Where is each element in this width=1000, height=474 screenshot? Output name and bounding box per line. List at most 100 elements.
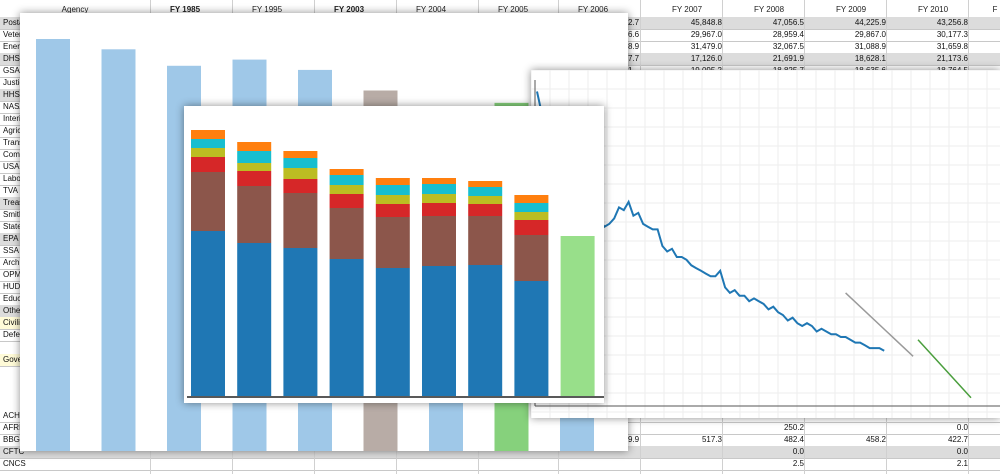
stacked-bar-segment [283, 158, 318, 168]
stacked-bar-segment [283, 168, 318, 179]
stacked-bar-segment [422, 216, 456, 266]
table-row: CNCS 2.5 2.1 [0, 458, 1000, 471]
stacked-bar-segment [375, 178, 410, 185]
row-label: Agric [3, 126, 22, 135]
row-label: State [3, 222, 22, 231]
cell-fy2008: 21,691.9 [772, 54, 804, 63]
stacked-bar-segment [514, 235, 549, 281]
cell-fy2007: 17,126.0 [690, 54, 722, 63]
cell-fy2007: 29,967.0 [690, 30, 722, 39]
row-label: ACHI [3, 411, 23, 420]
row-label: Energ [3, 42, 25, 51]
stacked-bar-segment [514, 281, 549, 396]
cell-fy2007: 45,848.8 [690, 18, 722, 27]
cell-fy2010: 422.7 [947, 435, 968, 444]
cell-fy2010: 2.1 [956, 459, 968, 468]
cell-fy2010: 31,659.8 [936, 42, 968, 51]
stacked-bar-segment [422, 194, 456, 203]
stacked-bar-segment [422, 178, 456, 184]
col-header-fy2006: FY 2006 [577, 5, 609, 14]
stacked-bar-segment [283, 151, 318, 158]
stacked-bar-segment [375, 204, 410, 217]
cell-fy2006-fragment: 6.6 [628, 30, 640, 39]
cell-fy2008: 47,056.5 [772, 18, 804, 27]
row-label: NASA [3, 102, 25, 111]
row-label: Veter [3, 30, 22, 39]
bar [36, 39, 70, 451]
row-label: Civilia [3, 318, 25, 327]
row-label: Treas [3, 198, 24, 207]
stacked-bar-segment [237, 142, 272, 151]
projection-line [917, 339, 972, 399]
row-label: TVA [3, 186, 18, 195]
cell-fy2009: 18,628.1 [854, 54, 886, 63]
cell-fy2010: 30,177.3 [936, 30, 968, 39]
row-label: CNCS [3, 459, 26, 468]
col-header-fy2007: FY 2007 [671, 5, 703, 14]
stacked-bar-segment [283, 179, 318, 193]
stacked-bar-segment [468, 204, 503, 216]
row-label: SSA [3, 246, 20, 255]
stacked-bar-segment [191, 139, 225, 148]
cell-fy2008: 482.4 [783, 435, 804, 444]
cell-fy2010: 43,256.8 [936, 18, 968, 27]
stacked-bar-segment [560, 236, 595, 396]
gov-label: Gove [3, 355, 23, 364]
stacked-bar-segment [329, 175, 364, 185]
cell-fy2009: 458.2 [865, 435, 886, 444]
col-header-fy2010: FY 2010 [917, 5, 949, 14]
col-header-agency: Agency [61, 5, 89, 14]
row-label: OPM [3, 270, 22, 279]
row-label: BBG [3, 435, 20, 444]
stacked-bar-segment [329, 259, 364, 396]
row-label: Smith [3, 210, 24, 219]
stacked-bar-segment [468, 181, 503, 187]
cell-fy2009: 31,088.9 [854, 42, 886, 51]
stacked-bar-chart [187, 130, 604, 398]
row-label: GSA [3, 66, 20, 75]
row-label: AFRI [3, 423, 22, 432]
stacked-bar-segment [514, 212, 549, 220]
row-label: Posta [3, 18, 24, 27]
stacked-bar-segment [329, 208, 364, 259]
stacked-bar-segment [191, 148, 225, 157]
row-label: DHS [3, 54, 20, 63]
row-label: Othe [3, 306, 21, 315]
row-label: Interi [3, 114, 21, 123]
stacked-bar-segment [375, 195, 410, 204]
col-header-fy2004: FY 2004 [415, 5, 447, 14]
stacked-bar-segment [237, 151, 272, 163]
row-label: USAC [3, 162, 26, 171]
line-chart-panel [531, 70, 1000, 418]
stacked-bar-segment [422, 266, 456, 396]
row-label: HHS [3, 90, 20, 99]
stacked-bar-segment [375, 268, 410, 396]
stacked-bar-segment [514, 203, 549, 212]
stacked-bar-chart-panel [184, 106, 604, 403]
cell-fy2006-fragment: 9.9 [628, 435, 640, 444]
stacked-bar-segment [237, 186, 272, 243]
stacked-bar-segment [237, 243, 272, 396]
stacked-bar-segment [329, 169, 364, 175]
cell-fy2008: 250.2 [783, 423, 804, 432]
row-label: Defer [3, 330, 23, 339]
stacked-bar-segment [191, 231, 225, 396]
cell-fy2010: 0.0 [956, 423, 968, 432]
cell-fy2008: 2.5 [792, 459, 804, 468]
stacked-bar-segment [468, 187, 503, 196]
stacked-bar-segment [468, 216, 503, 265]
cell-fy2007: 517.3 [701, 435, 722, 444]
row-label: CFTC [3, 447, 25, 456]
col-header-next: F [992, 5, 998, 14]
row-label: Archi [3, 258, 22, 267]
cell-fy2009: 44,225.9 [854, 18, 886, 27]
col-header-fy1995: FY 1995 [251, 5, 283, 14]
cell-fy2007: 31,479.0 [690, 42, 722, 51]
stacked-bar-segment [237, 171, 272, 186]
cell-fy2009: 29,867.0 [854, 30, 886, 39]
col-header-fy1985: FY 1985 [169, 5, 201, 14]
stacked-bar-segment [514, 195, 549, 203]
stacked-bar-segment [191, 157, 225, 172]
stacked-bar-segment [237, 163, 272, 171]
stacked-bar-segment [422, 184, 456, 194]
